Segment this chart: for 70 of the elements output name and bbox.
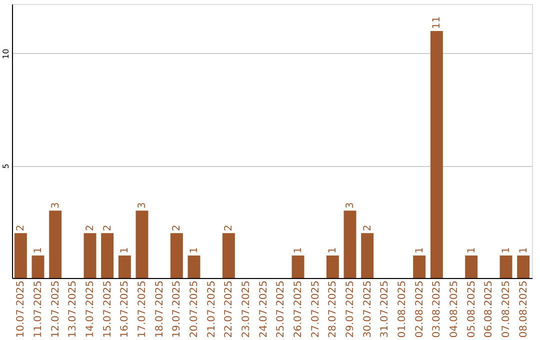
x-tick-label: 24.07.2025: [258, 280, 270, 338]
x-tick-label: 13.07.2025: [68, 280, 79, 338]
bar: [188, 256, 200, 278]
x-tick-label: 31.07.2025: [380, 280, 391, 338]
data-label: 11: [432, 16, 443, 29]
x-tick-label: 27.07.2025: [310, 280, 322, 338]
bar: [326, 256, 339, 278]
data-label: 1: [120, 247, 131, 254]
bar: [292, 256, 304, 278]
x-tick-label: 23.07.2025: [241, 280, 252, 338]
x-tick-label: 11.07.2025: [33, 280, 44, 338]
data-label: 2: [85, 224, 96, 232]
x-tick-label: 14.07.2025: [85, 280, 96, 338]
data-label: 1: [518, 247, 530, 254]
x-tick-label: 05.08.2025: [466, 280, 478, 338]
x-tick-label: 07.08.2025: [501, 280, 512, 338]
x-tick-label: 12.07.2025: [50, 280, 62, 338]
data-label: 1: [414, 247, 426, 254]
bar: [32, 256, 44, 278]
data-label: 3: [345, 202, 356, 209]
bar: [413, 256, 426, 278]
bar: [465, 256, 478, 278]
x-tick-label: 22.07.2025: [224, 280, 235, 338]
bar: [170, 233, 183, 278]
bar: [14, 233, 27, 278]
bar: [344, 210, 356, 278]
data-label: 2: [172, 224, 183, 232]
y-tick-label: 10: [2, 48, 10, 60]
data-label: 1: [328, 247, 339, 254]
x-tick-label: 18.07.2025: [154, 280, 166, 338]
x-tick-label: 06.08.2025: [484, 280, 495, 338]
bar: [101, 233, 114, 278]
x-tick-label: 01.08.2025: [397, 280, 408, 338]
data-label: 1: [501, 247, 512, 254]
bar: [222, 233, 235, 278]
x-tick-label: 19.07.2025: [172, 280, 183, 338]
x-tick-label: 26.07.2025: [293, 280, 304, 338]
x-tick-label: 28.07.2025: [328, 280, 339, 338]
x-tick-label: 17.07.2025: [137, 280, 148, 338]
data-label: 2: [102, 224, 114, 232]
bar: [361, 233, 374, 278]
data-label: 1: [189, 247, 200, 254]
bar: [500, 256, 512, 278]
x-tick-label: 03.08.2025: [432, 280, 443, 338]
data-label: 1: [293, 247, 304, 254]
x-tick-label: 25.07.2025: [276, 280, 287, 338]
bar: [84, 233, 96, 278]
x-tick-label: 02.08.2025: [414, 280, 426, 338]
data-label: 2: [362, 224, 374, 232]
x-tick-label: 04.08.2025: [449, 280, 460, 338]
y-tick-label: 5: [2, 164, 10, 169]
data-label: 2: [224, 224, 235, 232]
data-label: 1: [466, 247, 478, 254]
bar: [430, 30, 443, 278]
data-label: 1: [33, 247, 44, 254]
x-tick-label: 30.07.2025: [362, 280, 374, 338]
bar: [49, 210, 62, 278]
data-label: 3: [50, 202, 62, 209]
bar: [517, 256, 530, 278]
x-tick-label: 16.07.2025: [120, 280, 131, 338]
x-tick-label: 29.07.2025: [345, 280, 356, 338]
data-label: 3: [137, 202, 148, 209]
data-label: 2: [16, 224, 27, 232]
x-tick-label: 15.07.2025: [102, 280, 114, 338]
x-tick-label: 21.07.2025: [206, 280, 218, 338]
bar: [136, 210, 148, 278]
x-tick-label: 20.07.2025: [189, 280, 200, 338]
x-tick-label: 08.08.2025: [518, 280, 530, 338]
x-tick-label: 10.07.2025: [16, 280, 27, 338]
bar: [118, 256, 131, 278]
